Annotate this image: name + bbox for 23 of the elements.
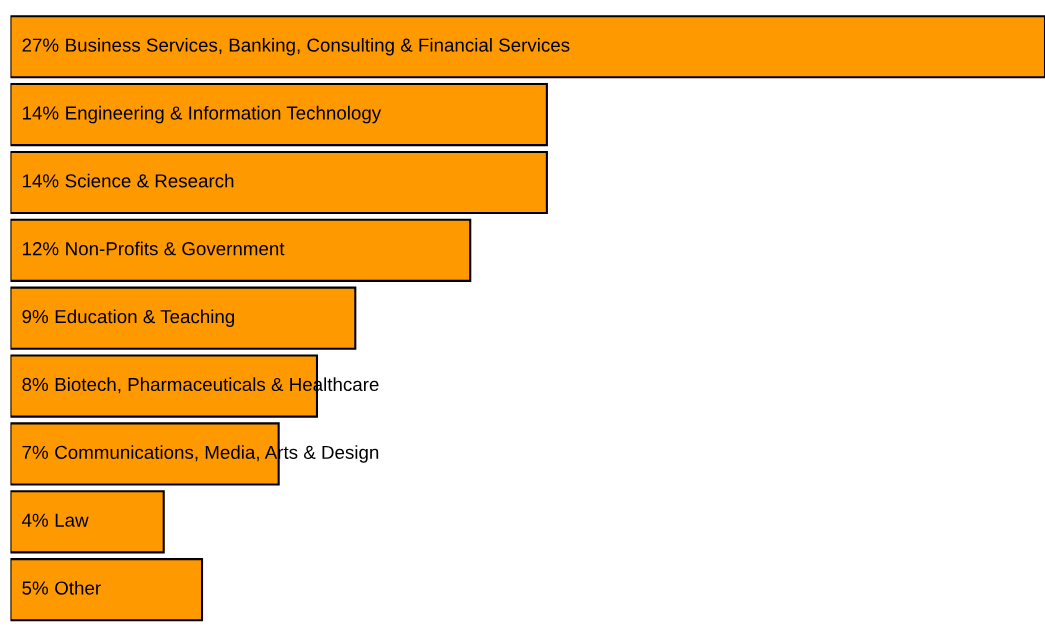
data-label: 12% (22, 242, 59, 256)
bar (10, 558, 204, 622)
y-tick-label: Other (55, 580, 101, 595)
data-label: 27% (22, 38, 59, 52)
bar (10, 286, 357, 350)
bar (10, 83, 548, 147)
bar (10, 150, 548, 215)
y-tick-label: Engineering & Information Technology (66, 105, 382, 124)
y-tick-label: Education & Teaching (55, 309, 235, 327)
data-label: 4% (21, 513, 48, 527)
bar (10, 15, 1045, 79)
data-label: 8% (22, 377, 48, 392)
data-label: 14% (22, 174, 59, 188)
data-label: 7% (22, 445, 48, 459)
data-label: 5% (22, 581, 48, 595)
data-label: 14% (22, 106, 59, 120)
y-tick-label: Non-Profits & Government (66, 241, 285, 256)
bar (10, 490, 165, 554)
bar (10, 218, 472, 282)
y-tick-label: Science & Research (65, 173, 234, 188)
y-tick-label: Law (55, 513, 89, 527)
data-label: 9% (22, 309, 48, 324)
y-tick-label: Business Services, Banking, Consulting & Financial Services (66, 37, 570, 56)
